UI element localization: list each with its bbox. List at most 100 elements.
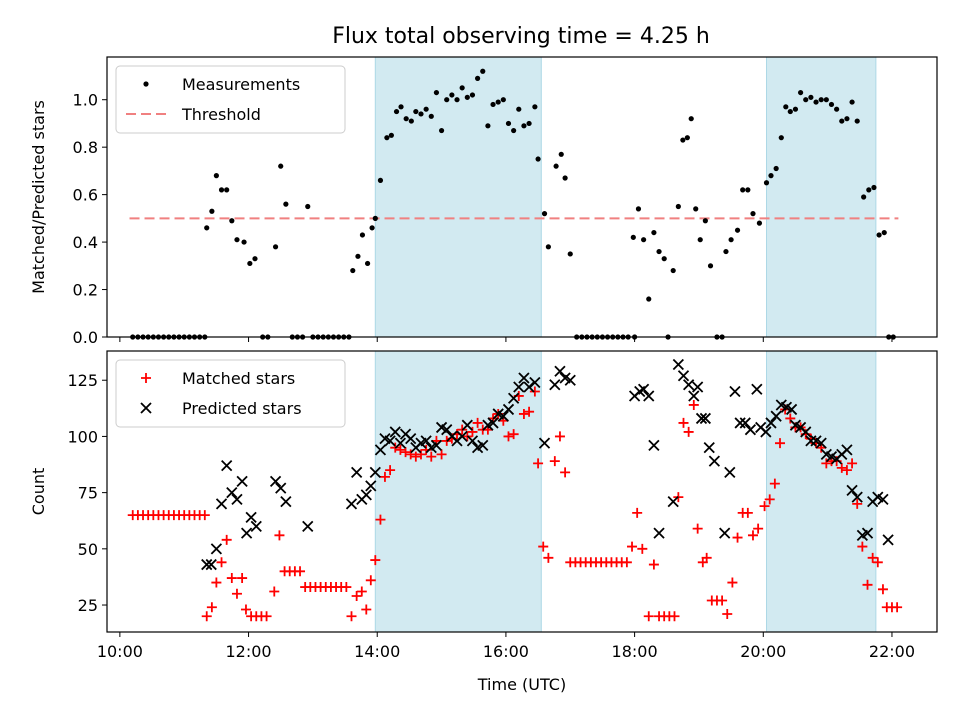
predicted-star-point <box>765 417 777 429</box>
predicted-star-point <box>226 486 238 499</box>
measurement-point <box>359 232 366 238</box>
predicted-star-point <box>805 435 817 447</box>
top-legend-label: Threshold <box>181 105 261 124</box>
matched-star-point <box>538 541 549 552</box>
matched-star-point <box>621 557 632 568</box>
matched-star-point <box>847 458 858 469</box>
matched-star-point <box>769 478 780 489</box>
predicted-star-point <box>513 381 525 393</box>
predicted-star-point <box>374 444 387 456</box>
measurement-point <box>803 97 809 103</box>
measurement-point <box>464 94 470 100</box>
measurement-point <box>740 187 746 193</box>
predicted-star-point <box>345 498 358 510</box>
top-legend-box <box>115 65 346 134</box>
bottom-x-tick-label: 18:00 <box>612 642 658 661</box>
matched-star-point <box>400 447 411 458</box>
bottom-legend-box <box>115 359 346 428</box>
legend-marker-matched <box>141 373 151 383</box>
matched-star-point <box>867 552 878 563</box>
series-predicted-stars <box>201 358 894 571</box>
predicted-star-point <box>245 511 257 523</box>
measurement-point <box>697 237 703 243</box>
predicted-star-point <box>683 379 695 391</box>
predicted-star-point <box>699 412 712 425</box>
bottom-y-tick-label: 125 <box>67 371 98 390</box>
measurement-point <box>541 211 548 217</box>
predicted-star-point <box>688 390 700 402</box>
measurement-point <box>485 123 491 129</box>
matched-star-point <box>226 573 237 584</box>
bottom-x-tick-label: 10:00 <box>97 642 143 661</box>
matched-star-point <box>410 451 421 462</box>
matched-star-point <box>669 611 680 622</box>
matched-star-point <box>701 552 712 563</box>
predicted-star-point <box>441 424 453 436</box>
matched-star-point <box>892 602 903 613</box>
measurement-point <box>283 201 289 207</box>
measurement-point <box>526 120 532 127</box>
matched-star-point <box>426 451 437 462</box>
predicted-star-point <box>394 437 407 449</box>
top-legend: Measurements Threshold <box>115 65 346 134</box>
predicted-star-point <box>240 527 253 539</box>
matched-star-point <box>269 586 280 597</box>
top-y-tick-label: 0.0 <box>73 328 98 347</box>
measurement-point <box>454 97 460 103</box>
matched-star-point <box>872 557 883 568</box>
top-y-axis-label: Matched/Predicted stars <box>29 100 48 294</box>
measurement-point <box>750 211 756 217</box>
measurement-point <box>480 68 486 74</box>
measurement-point <box>828 101 835 108</box>
matched-star-point <box>199 510 210 521</box>
matched-star-point <box>747 530 758 541</box>
measurement-point <box>866 187 872 193</box>
predicted-star-point <box>205 558 217 571</box>
predicted-star-point <box>637 383 650 395</box>
top-y-tick-label: 0.8 <box>73 138 98 157</box>
measurement-point <box>433 89 440 96</box>
predicted-star-point <box>518 372 530 384</box>
measurement-point <box>535 156 541 162</box>
bottom-axes-frame <box>106 350 938 633</box>
predicted-star-point <box>275 482 287 494</box>
matched-star-point <box>643 611 654 622</box>
measurement-point <box>459 85 465 91</box>
predicted-star-point <box>384 435 396 447</box>
measurement-point <box>388 132 394 138</box>
measurement-point <box>818 97 824 103</box>
predicted-star-point <box>507 392 520 404</box>
matched-star-point <box>346 611 357 622</box>
matched-star-point <box>375 514 386 525</box>
matched-star-point <box>436 449 447 460</box>
predicted-star-point <box>751 383 763 395</box>
measurement-point <box>475 75 481 81</box>
predicted-star-point <box>549 379 561 391</box>
matched-star-point <box>836 462 847 473</box>
measurement-point <box>635 206 642 212</box>
matched-star-point <box>211 577 222 588</box>
measurement-point <box>707 263 714 269</box>
predicted-star-point <box>643 390 655 402</box>
measurement-point <box>545 244 551 250</box>
measurement-point <box>521 123 527 129</box>
measurement-point <box>783 104 789 110</box>
measurement-point <box>670 267 676 274</box>
predicted-star-point <box>523 381 535 393</box>
measurement-point <box>680 137 686 143</box>
measurement-point <box>553 163 559 169</box>
matched-star-point <box>503 431 514 442</box>
predicted-star-point <box>456 430 468 443</box>
predicted-star-point <box>215 498 228 510</box>
measurement-point <box>350 267 356 274</box>
legend-marker-predicted <box>140 402 152 414</box>
measurement-point <box>241 239 247 245</box>
measurement-point <box>641 237 647 243</box>
measurement-point <box>675 203 681 210</box>
matched-star-point <box>379 471 390 482</box>
measurement-point <box>849 99 855 105</box>
top-y-tick-label: 0.2 <box>73 281 98 300</box>
matched-star-point <box>857 541 868 552</box>
matched-star-point <box>240 604 251 615</box>
